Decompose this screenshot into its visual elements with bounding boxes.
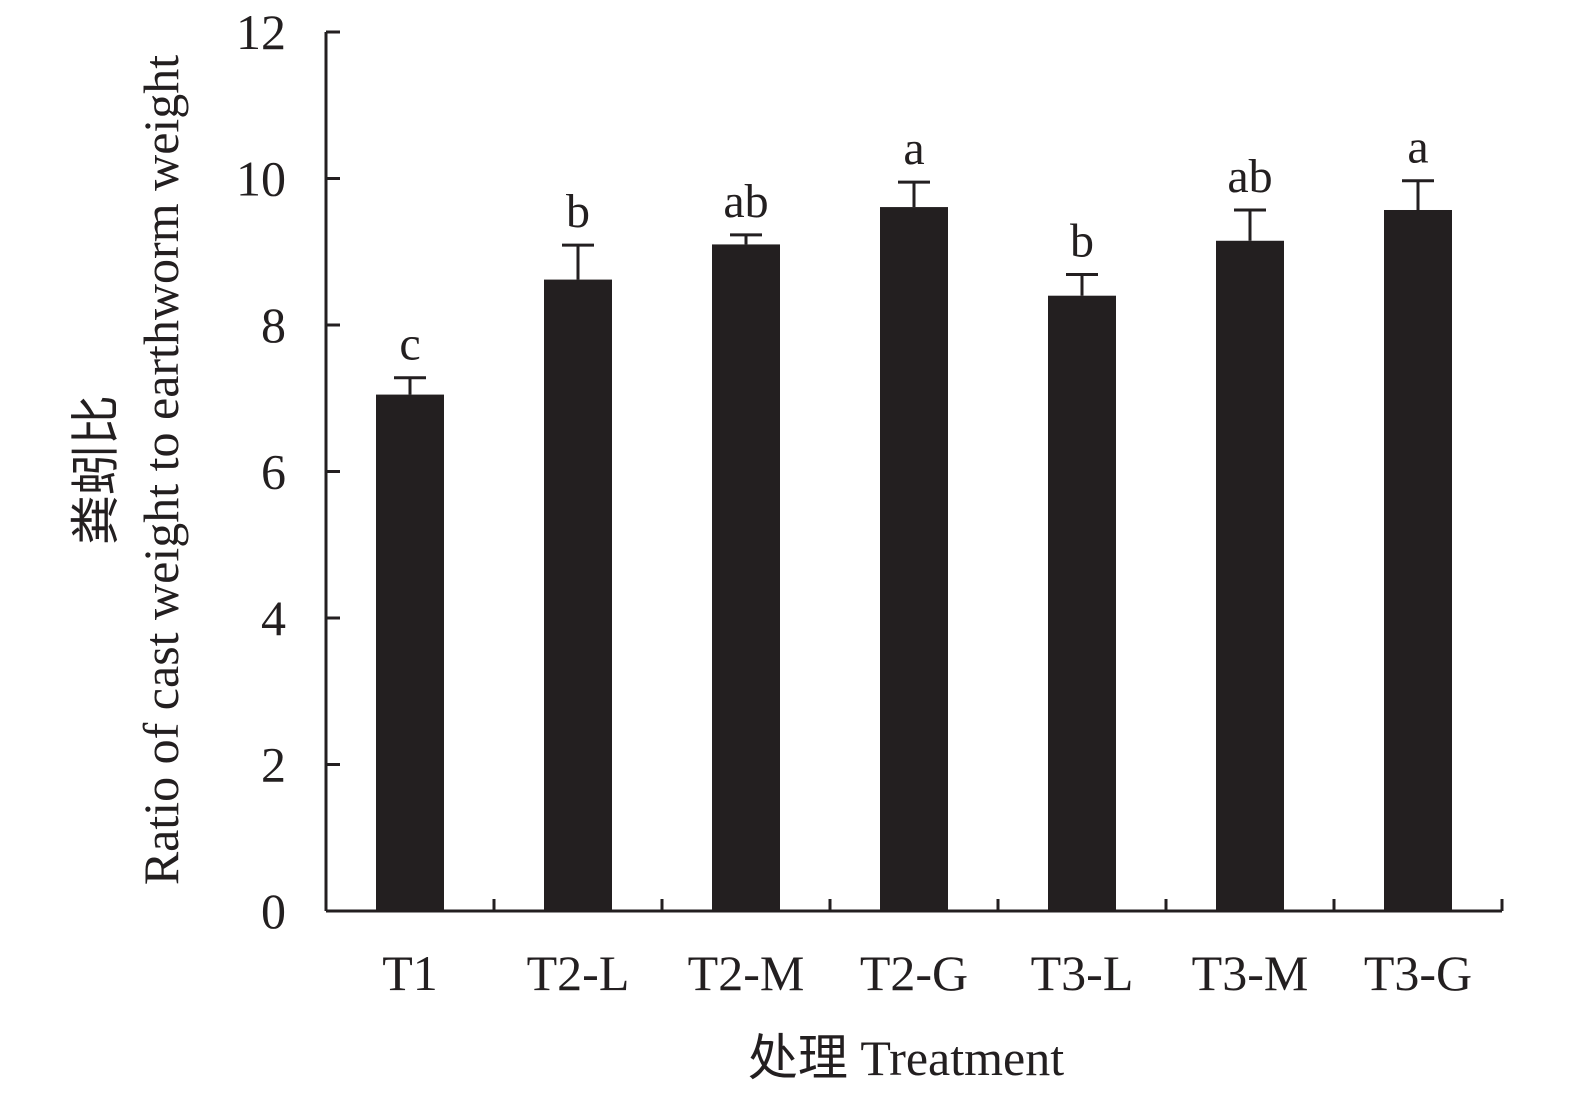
bar: [1384, 209, 1452, 911]
y-tick-label: 2: [261, 737, 286, 793]
x-tick-label: T2-M: [688, 945, 805, 1001]
y-axis-title-en: Ratio of cast weight to earthworm weight: [133, 55, 189, 885]
x-tick-label: T2-G: [860, 945, 968, 1001]
x-tick-label: T2-L: [527, 945, 630, 1001]
y-tick-label: 4: [261, 590, 286, 646]
significance-label: b: [566, 185, 590, 238]
y-tick-label: 6: [261, 444, 286, 500]
bar: [880, 207, 948, 911]
y-axis-title-cn: 粪蚓比: [68, 395, 124, 545]
y-tick-label: 10: [236, 151, 286, 207]
x-axis: T1 T2-L T2-M T2-G T3-L T3-M T3-G: [324, 899, 1504, 1001]
y-tick-label: 12: [236, 4, 286, 60]
significance-label: a: [903, 122, 924, 175]
y-tick-label: 0: [261, 883, 286, 939]
x-axis-title: 处理 Treatment: [748, 1030, 1064, 1086]
significance-label: b: [1070, 214, 1094, 267]
x-tick-label: T3-G: [1364, 945, 1472, 1001]
significance-label: ab: [723, 175, 768, 228]
bars: [376, 207, 1452, 912]
bar: [544, 279, 612, 912]
bar: [712, 244, 780, 912]
bar: [376, 394, 444, 911]
significance-label: c: [399, 318, 420, 371]
bar: [1216, 240, 1284, 911]
significance-label: ab: [1227, 150, 1272, 203]
x-tick-label: T3-L: [1031, 945, 1134, 1001]
x-tick-label: T1: [382, 945, 438, 1001]
bar: [1048, 295, 1116, 911]
y-axis: 0 2 4 6 8 10 12: [236, 4, 340, 939]
significance-label: a: [1407, 121, 1428, 174]
x-tick-label: T3-M: [1192, 945, 1309, 1001]
error-bars: [394, 179, 1434, 395]
y-tick-label: 8: [261, 297, 286, 353]
